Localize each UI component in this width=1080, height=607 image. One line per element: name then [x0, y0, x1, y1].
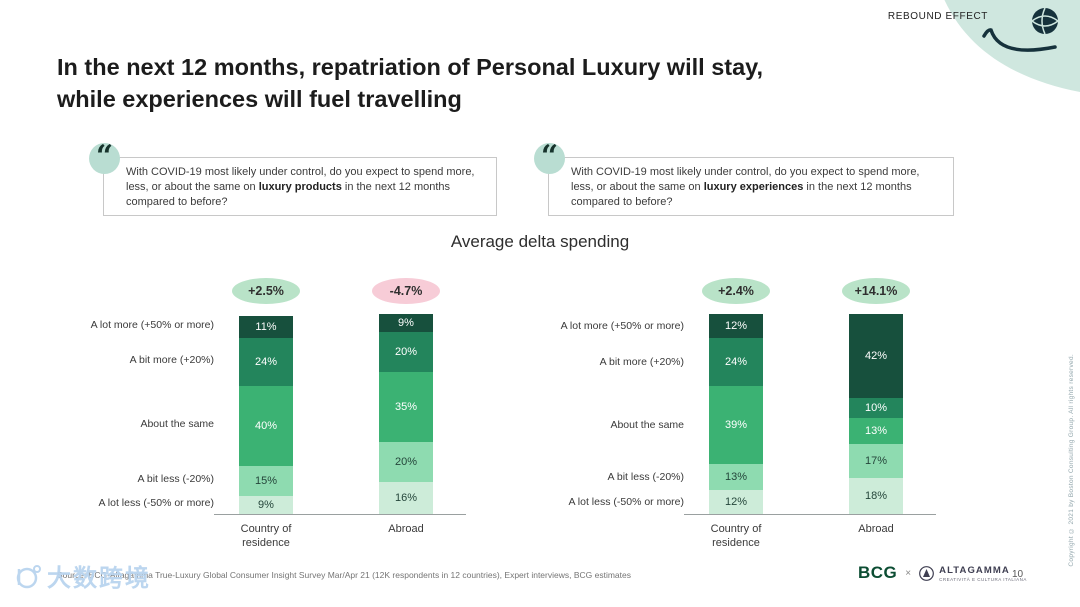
bars-area: +2.5% 11% 24% 40% 15% 9% Country of residence -…	[214, 278, 466, 550]
quote-bold: luxury experiences	[703, 181, 804, 193]
source-note: Source: BCG-Altagamma True-Luxury Global…	[57, 570, 631, 580]
bar-column: +14.1% 42% 10% 13% 17% 18% Abroad	[830, 278, 922, 550]
bar-segment: 13%	[849, 418, 903, 444]
delta-badge: +14.1%	[842, 278, 910, 304]
corner-decoration	[944, 0, 1080, 92]
watermark: 大数跨境	[14, 558, 151, 593]
page-title-line2: while experiences will fuel travelling	[57, 86, 462, 112]
bar-segment: 9%	[239, 496, 293, 514]
x-axis-line	[214, 514, 466, 515]
bar-x-label: Country of residence	[240, 523, 292, 549]
chart-group-experiences: A lot more (+50% or more) A bit more (+20…	[528, 278, 948, 550]
bar-segment: 11%	[239, 316, 293, 338]
quote-icon: “	[89, 143, 120, 174]
bar-segment: 24%	[239, 338, 293, 386]
stacked-bar: 42% 10% 13% 17% 18%	[849, 314, 903, 514]
bar-slot: 42% 10% 13% 17% 18%	[830, 314, 922, 514]
bar-column: +2.4% 12% 24% 39% 13% 12% Country of residence	[690, 278, 782, 550]
quote-bold: luxury products	[258, 181, 342, 193]
category-label: About the same	[140, 418, 214, 430]
bar-x-label: Abroad	[388, 523, 424, 535]
bar-segment: 40%	[239, 386, 293, 466]
stacked-bar: 12% 24% 39% 13% 12%	[709, 314, 763, 514]
bars-area: +2.4% 12% 24% 39% 13% 12% Country of residence…	[684, 278, 936, 550]
category-label: A bit less (-20%)	[607, 471, 684, 483]
category-label: A lot more (+50% or more)	[560, 320, 684, 332]
bar-segment: 12%	[709, 314, 763, 338]
bar-column: -4.7% 9% 20% 35% 20% 16% Abroad	[360, 278, 452, 550]
chart-title: Average delta spending	[450, 232, 630, 251]
quote-text-after: in the next 12 months compared to before…	[126, 181, 451, 208]
quote-icon: “	[534, 143, 565, 174]
watermark-logo-icon	[16, 564, 41, 588]
bcg-logo: BCG	[858, 563, 898, 582]
bar-segment: 9%	[379, 314, 433, 332]
bar-segment: 10%	[849, 398, 903, 418]
bar-segment: 16%	[379, 482, 433, 514]
watermark-text: 大数跨境	[47, 565, 151, 592]
altagamma-logo: ALTAGAMMA CREATIVITÀ E CULTURA ITALIANA	[919, 565, 1027, 582]
altagamma-emblem-icon	[919, 565, 935, 581]
category-label: A lot less (-50% or more)	[98, 497, 214, 509]
category-labels: A lot more (+50% or more) A bit more (+20…	[528, 278, 690, 550]
stacked-bar: 9% 20% 35% 20% 16%	[379, 314, 433, 514]
delta-badge: +2.4%	[702, 278, 770, 304]
quote-text: With COVID-19 most likely under control,…	[571, 166, 920, 193]
bar-segment: 20%	[379, 442, 433, 482]
bar-segment: 13%	[709, 464, 763, 490]
page-title-line1: In the next 12 months, repatriation of P…	[57, 54, 764, 80]
copyright-note: Copyright © 2021 by Boston Consulting Gr…	[1068, 354, 1075, 567]
x-axis-line	[684, 514, 936, 515]
swoosh-icon	[982, 28, 1057, 52]
delta-badge: +2.5%	[232, 278, 300, 304]
section-tag: REBOUND EFFECT	[887, 11, 988, 22]
bar-segment: 24%	[709, 338, 763, 386]
stacked-bar: 11% 24% 40% 15% 9%	[239, 316, 293, 514]
bar-segment: 18%	[849, 478, 903, 514]
chart-group-products: A lot more (+50% or more) A bit more (+20…	[58, 278, 478, 550]
footer-logos: BCG × ALTAGAMMA CREATIVITÀ E CULTURA ITA…	[858, 563, 1027, 583]
bar-segment: 17%	[849, 444, 903, 478]
category-label: A bit more (+20%)	[129, 354, 214, 366]
bar-slot: 9% 20% 35% 20% 16%	[360, 314, 452, 514]
quote-box-experiences: “ With COVID-19 most likely under contro…	[534, 143, 954, 216]
bar-segment: 20%	[379, 332, 433, 372]
category-label: A bit less (-20%)	[137, 473, 214, 485]
delta-badge: -4.7%	[372, 278, 440, 304]
category-label: A bit more (+20%)	[599, 356, 684, 368]
bar-segment: 39%	[709, 386, 763, 464]
category-label: About the same	[610, 419, 684, 431]
ball-icon	[1032, 8, 1058, 34]
category-label: A lot more (+50% or more)	[90, 319, 214, 331]
bar-x-label: Abroad	[858, 523, 894, 535]
quote-text: With COVID-19 most likely under control,…	[126, 166, 475, 193]
bar-slot: 12% 24% 39% 13% 12%	[690, 314, 782, 514]
page-number: 10	[1012, 569, 1024, 580]
altagamma-name: ALTAGAMMA	[939, 564, 1010, 576]
page-title: In the next 12 months, repatriation of P…	[57, 51, 763, 115]
bar-x-label: Country of residence	[710, 523, 762, 549]
bar-column: +2.5% 11% 24% 40% 15% 9% Country of residence	[220, 278, 312, 550]
category-labels: A lot more (+50% or more) A bit more (+20…	[58, 278, 220, 550]
category-label: A lot less (-50% or more)	[568, 496, 684, 508]
bar-segment: 12%	[709, 490, 763, 514]
bar-segment: 15%	[239, 466, 293, 496]
bar-slot: 11% 24% 40% 15% 9%	[220, 314, 312, 514]
bar-segment: 42%	[849, 314, 903, 398]
quote-text-after: in the next 12 months compared to before…	[571, 181, 912, 208]
logo-separator: ×	[905, 567, 912, 579]
bar-segment: 35%	[379, 372, 433, 442]
altagamma-tagline: CREATIVITÀ E CULTURA ITALIANA	[939, 576, 1027, 582]
quote-box-products: “ With COVID-19 most likely under contro…	[89, 143, 497, 216]
